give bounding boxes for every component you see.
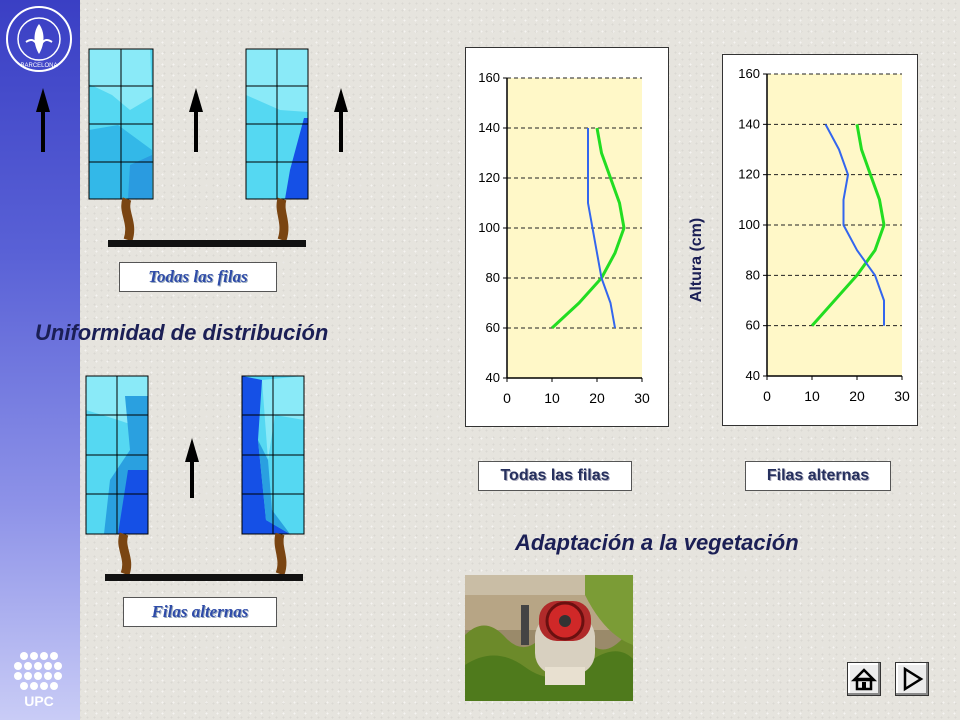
y-tick-label-left-120: 120	[478, 170, 500, 185]
series-line-left-blue	[587, 128, 616, 329]
heading-adaptation: Adaptación a la vegetación	[515, 530, 799, 555]
sprayer-photo	[465, 575, 633, 701]
y-axis-label: Altura (cm)	[688, 217, 705, 303]
y-tick-label-left-100: 100	[478, 220, 500, 235]
svg-text:UPC: UPC	[24, 693, 54, 709]
x-tick-label-left-30: 30	[634, 390, 650, 406]
y-tick-label-left-160: 160	[478, 70, 500, 85]
label-filas-alternas-chart: Filas alternas	[745, 461, 891, 491]
canopy-map-top-right	[245, 48, 309, 200]
y-tick-label-left-140: 140	[478, 120, 500, 135]
ground-top	[108, 240, 306, 247]
label-todas-las-filas-chart: Todas las filas	[478, 461, 632, 491]
y-tick-label-right-160: 160	[738, 66, 760, 81]
sidebar: BARCELONA UPC	[0, 0, 80, 720]
arrow-icon-top-2	[189, 88, 203, 152]
arrow-icon-top-3	[334, 88, 348, 152]
y-tick-label-right-60: 60	[746, 318, 760, 333]
arrow-icon-bottom	[185, 438, 199, 498]
x-tick-label-right-0: 0	[763, 388, 771, 404]
trunk-top-right	[276, 197, 289, 242]
y-tick-label-right-80: 80	[746, 267, 760, 282]
y-tick-label-right-40: 40	[746, 368, 760, 383]
y-tick-label-left-60: 60	[486, 320, 500, 335]
svg-text:BARCELONA: BARCELONA	[20, 63, 57, 69]
series-line-right-green	[810, 124, 886, 327]
trunk-bottom-left	[118, 532, 132, 576]
x-tick-label-left-0: 0	[503, 390, 511, 406]
home-button[interactable]	[847, 662, 881, 696]
escola-seal-logo: BARCELONA	[6, 6, 72, 72]
label-filas-alternas-diagram: Filas alternas	[123, 597, 277, 627]
home-icon	[850, 668, 878, 691]
ground-bottom	[105, 574, 303, 581]
next-slide-button[interactable]	[895, 662, 929, 696]
canopy-map-top-left	[88, 48, 154, 200]
canopy-map-bottom-left	[85, 375, 149, 535]
arrow-icon-top-1	[36, 88, 50, 152]
x-tick-label-right-30: 30	[894, 388, 910, 404]
label-todas-las-filas-diagram: Todas las filas	[119, 262, 277, 292]
next-triangle-icon	[903, 666, 924, 692]
trunk-bottom-right	[274, 532, 287, 576]
heading-uniformity: Uniformidad de distribución	[35, 320, 329, 345]
trunk-top-left	[121, 197, 135, 242]
canopy-map-bottom-right	[241, 375, 305, 535]
series-line-right-blue	[824, 123, 885, 326]
y-tick-label-right-120: 120	[738, 167, 760, 182]
x-tick-label-left-20: 20	[589, 390, 605, 406]
y-tick-label-right-100: 100	[738, 217, 760, 232]
y-tick-label-left-40: 40	[486, 370, 500, 385]
x-tick-label-right-20: 20	[849, 388, 865, 404]
x-tick-label-right-10: 10	[804, 388, 820, 404]
upc-logo: UPC	[14, 652, 62, 709]
y-tick-label-right-140: 140	[738, 116, 760, 131]
series-line-left-green	[550, 127, 626, 330]
y-tick-label-left-80: 80	[486, 270, 500, 285]
x-tick-label-left-10: 10	[544, 390, 560, 406]
